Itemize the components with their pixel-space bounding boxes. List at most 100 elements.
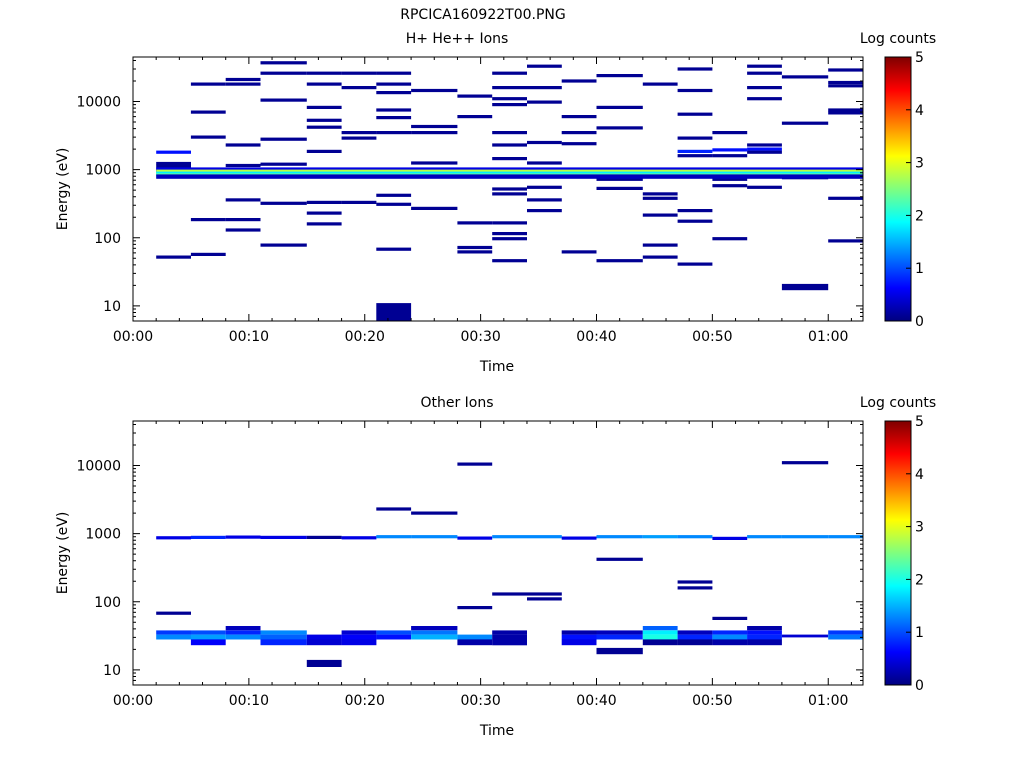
heatmap-cell: [527, 140, 562, 145]
y-axis: 10 100 1000 10000: [76, 59, 863, 322]
heatmap-cell: [712, 639, 748, 646]
heatmap-cell: [527, 535, 562, 539]
colorbar-tick-label: 2: [915, 208, 924, 224]
heatmap-cell: [190, 639, 226, 646]
heatmap-cell: [260, 243, 307, 247]
heatmap-cell: [260, 98, 307, 102]
x-axis-label: Time: [479, 723, 514, 739]
heatmap-cell: [527, 185, 562, 189]
heatmap-cell: [376, 202, 412, 206]
heatmap-cell: [828, 111, 863, 115]
heatmap-cell: [712, 634, 748, 640]
heatmap-cell: [642, 255, 678, 259]
heatmap-cell: [677, 149, 713, 153]
panel-title: Other Ions: [420, 395, 493, 411]
heatmap-cell: [156, 255, 191, 259]
heatmap-cell: [828, 634, 863, 640]
heatmap-cell: [225, 82, 261, 86]
heatmap-cell: [260, 535, 307, 539]
heatmap-cell: [561, 142, 597, 146]
heatmap-cell: [306, 200, 342, 204]
heatmap-cell: [306, 535, 342, 539]
heatmap-cell: [411, 206, 458, 210]
colorbar: Log counts 0 1 2 3 4 5: [860, 395, 936, 694]
heatmap-cell: [376, 634, 412, 640]
x-tick-label: 00:50: [692, 693, 732, 709]
x-tick-label: 00:20: [345, 693, 385, 709]
heatmap-cell: [306, 82, 342, 86]
heatmap-cell: [457, 245, 493, 250]
colorbar-label: Log counts: [860, 395, 936, 411]
heatmap-cell: [677, 535, 713, 539]
heatmap-cell: [156, 161, 191, 166]
heatmap-cell: [156, 630, 191, 635]
heatmap-cell: [712, 154, 748, 158]
x-tick-label: 00:10: [229, 329, 269, 345]
y-tick-label: 10000: [76, 459, 121, 475]
x-tick-label: 00:20: [345, 329, 385, 345]
x-tick-label: 00:00: [113, 693, 153, 709]
heatmap-cell: [306, 659, 342, 667]
heatmap-cell: [457, 250, 493, 254]
heatmap-cell: [306, 125, 342, 129]
colorbar-tick-label: 0: [915, 678, 924, 694]
heatmap-cell: [561, 536, 597, 540]
heatmap-cell: [492, 259, 527, 263]
heatmap-cell: [492, 237, 527, 241]
colorbar-gradient: [884, 420, 912, 686]
heatmap-cell: [747, 634, 782, 640]
heatmap-cell: [492, 131, 527, 135]
heatmap-cell: [677, 639, 713, 646]
heatmap-cell: [156, 150, 191, 154]
heatmap-cell: [642, 626, 678, 631]
heatmap-cell: [492, 592, 527, 596]
heatmap-cell: [225, 218, 261, 222]
heatmap-cell: [527, 198, 562, 202]
heatmap-cell: [561, 131, 597, 135]
heatmap-cell: [561, 630, 597, 635]
x-axis-label: Time: [479, 359, 514, 375]
heatmap-cell: [828, 68, 863, 72]
heatmap-cell: [225, 198, 261, 202]
heatmap-cell: [306, 211, 342, 215]
heatmap-cell: [642, 196, 678, 200]
heatmap-cell: [677, 112, 713, 116]
heatmap-cell: [596, 186, 643, 190]
heatmap-cell: [642, 82, 678, 86]
heatmap-cell: [677, 67, 713, 71]
y-axis-label: Energy (eV): [55, 148, 71, 231]
heatmap-cell: [225, 626, 261, 631]
heatmap-cells: [156, 61, 863, 321]
heatmap-cell: [190, 634, 226, 640]
heatmap-cell: [747, 97, 782, 101]
heatmap-band: [156, 174, 863, 179]
heatmap-cell: [747, 630, 782, 635]
heatmap-cell: [156, 634, 191, 640]
heatmap-cell: [376, 303, 412, 321]
heatmap-cell: [306, 118, 342, 122]
x-tick-label: 00:50: [692, 329, 732, 345]
heatmap-cell: [376, 91, 412, 95]
heatmap-cell: [411, 630, 458, 635]
heatmap-cell: [190, 252, 226, 256]
heatmap-cell: [225, 163, 261, 168]
heatmap-cell: [677, 580, 713, 584]
heatmap-cell: [492, 86, 527, 90]
heatmap-cell: [492, 630, 527, 635]
colorbar-tick-label: 4: [915, 467, 924, 483]
heatmap-cell: [341, 71, 377, 75]
heatmap-bands: [156, 167, 863, 179]
heatmap-cell: [341, 536, 377, 540]
y-tick-label: 10000: [76, 95, 121, 111]
heatmap-cell: [527, 209, 562, 213]
heatmap-cell: [712, 237, 748, 241]
heatmap-cell: [712, 616, 748, 620]
heatmap-cell: [260, 61, 307, 65]
heatmap-cell: [828, 239, 863, 243]
heatmap-cell: [712, 630, 748, 635]
heatmap-cell: [457, 639, 493, 646]
heatmap-cell: [781, 535, 829, 539]
heatmap-cell: [376, 535, 412, 539]
heatmap-cell: [306, 71, 342, 75]
heatmap-cell: [642, 243, 678, 247]
